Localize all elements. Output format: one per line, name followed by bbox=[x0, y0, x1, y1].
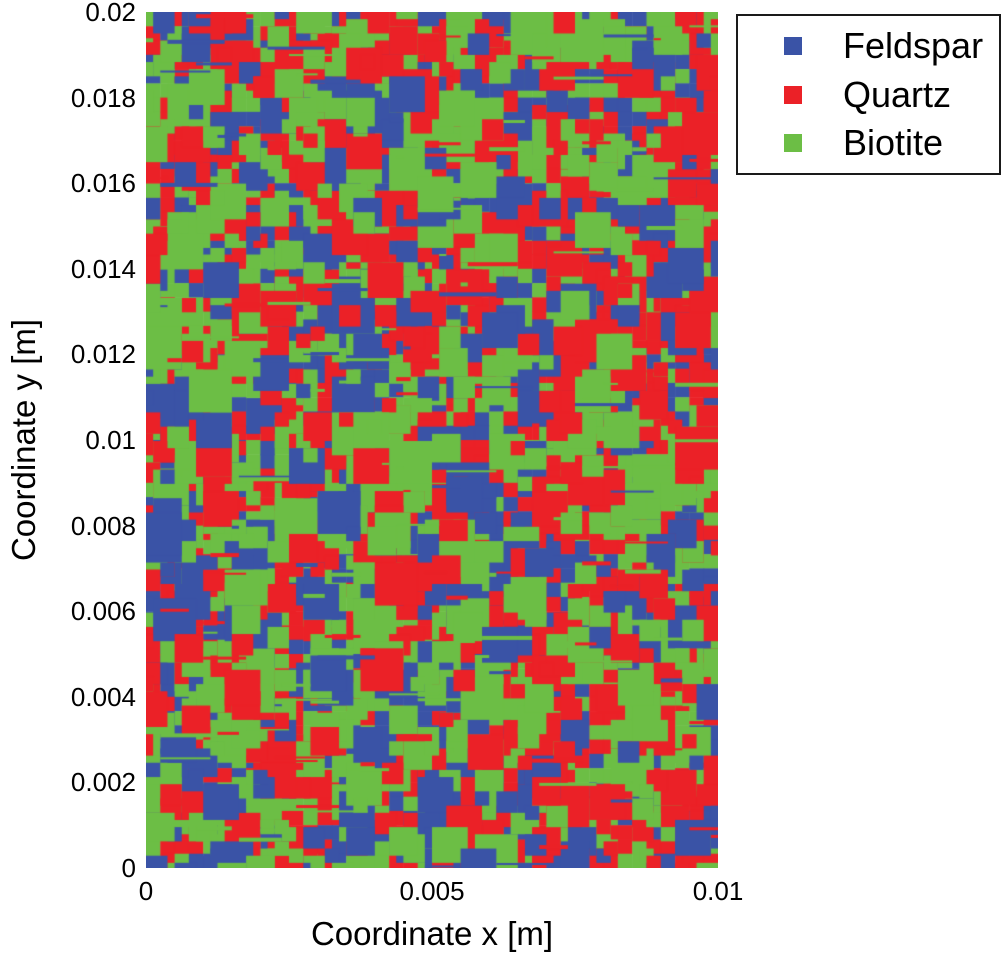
y-tick-label-0.02: 0.02 bbox=[85, 0, 136, 27]
legend-item-feldspar: Feldspar bbox=[738, 24, 999, 66]
y-tick-label-0.004: 0.004 bbox=[70, 682, 136, 712]
quartz-swatch-icon bbox=[784, 85, 802, 104]
y-tick-label-0.016: 0.016 bbox=[70, 168, 136, 198]
x-tick-label-0.01: 0.01 bbox=[692, 876, 744, 906]
x-tick-label-0: 0 bbox=[138, 876, 154, 906]
legend-item-label: Feldspar bbox=[843, 24, 984, 66]
y-axis-label: Coordinate y [m] bbox=[5, 318, 42, 562]
x-tick-label-0.005: 0.005 bbox=[399, 876, 465, 906]
x-axis-label: Coordinate x [m] bbox=[310, 915, 554, 952]
y-tick-label-0.006: 0.006 bbox=[70, 596, 136, 626]
legend-item-biotite: Biotite bbox=[738, 124, 999, 162]
legend-item-label: Quartz bbox=[843, 73, 952, 115]
feldspar-swatch-icon bbox=[784, 36, 802, 55]
legend-item-label: Biotite bbox=[843, 122, 944, 164]
legend-item-quartz: Quartz bbox=[738, 73, 999, 115]
y-tick-label-0.01: 0.01 bbox=[85, 425, 136, 455]
biotite-swatch-icon bbox=[784, 134, 802, 153]
legend: Feldspar Quartz Biotite bbox=[736, 14, 1001, 175]
y-tick-label-0.008: 0.008 bbox=[70, 511, 136, 541]
mineral-map-canvas bbox=[146, 12, 718, 868]
y-tick-label-0.014: 0.014 bbox=[70, 254, 136, 284]
y-tick-label-0.012: 0.012 bbox=[70, 339, 136, 369]
y-tick-label-0.002: 0.002 bbox=[70, 767, 136, 797]
y-tick-label-0.018: 0.018 bbox=[70, 83, 136, 113]
y-tick-label-0: 0 bbox=[121, 853, 136, 883]
